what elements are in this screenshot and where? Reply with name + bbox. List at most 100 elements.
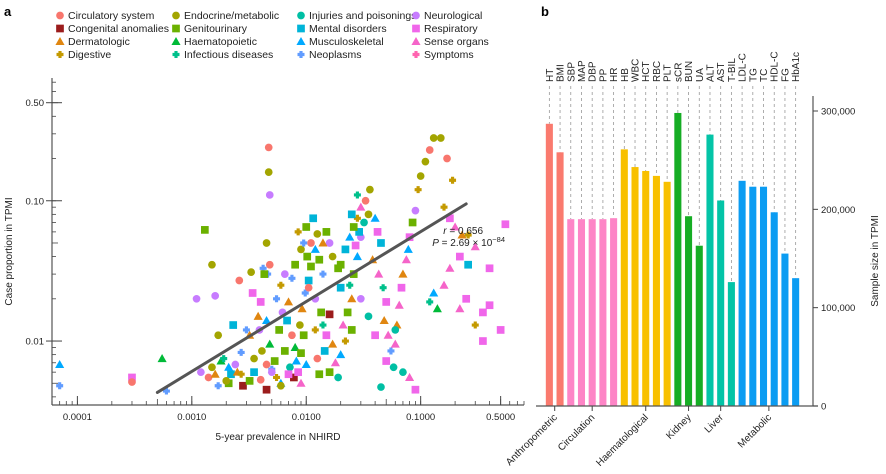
bar-category-label: DBP	[588, 61, 599, 82]
legend-label: Congenital anomalies	[68, 23, 169, 35]
data-point	[345, 232, 355, 241]
legend-label: Injuries and poisonings	[309, 10, 416, 22]
data-point	[387, 347, 395, 355]
data-point	[371, 331, 379, 340]
data-point	[449, 176, 457, 184]
data-point	[360, 218, 368, 227]
data-point	[390, 339, 400, 348]
p-exponent: −84	[492, 235, 505, 244]
data-point	[374, 269, 384, 278]
data-point	[330, 358, 340, 367]
data-point	[349, 223, 358, 231]
data-point	[322, 228, 331, 236]
data-point	[325, 239, 334, 247]
data-point	[210, 369, 220, 378]
data-point	[343, 308, 352, 317]
bar-hb	[620, 149, 628, 406]
data-point	[377, 239, 385, 247]
data-point	[229, 321, 238, 329]
data-point	[265, 191, 274, 199]
data-point	[347, 210, 356, 219]
legend-label: Digestive	[68, 49, 111, 61]
data-point	[405, 372, 415, 381]
data-point	[200, 226, 209, 234]
data-point	[250, 368, 258, 377]
bar-chart: HT BMI SBP MAP DBP PP HR HB WBC HCT RBC PLT sCR BUN UA…	[504, 51, 881, 468]
data-point	[216, 356, 226, 365]
data-point	[273, 295, 281, 303]
data-point	[446, 214, 454, 223]
legend-marker-square-icon	[412, 24, 420, 33]
data-point	[162, 387, 170, 395]
data-point	[313, 354, 322, 363]
data-point	[245, 377, 254, 385]
data-point	[485, 301, 494, 310]
data-point	[267, 368, 276, 377]
data-point	[204, 373, 213, 382]
bar-category-label: RBC	[652, 61, 663, 82]
scatter-plot: 0.0001 0.0010 0.0100 0.1000 0.5000 0.01 0.10 0.…	[4, 78, 525, 443]
x-tick-label: 0.0001	[63, 412, 92, 423]
data-point	[253, 311, 263, 320]
data-point	[262, 315, 272, 325]
bar-category-label: AST	[716, 63, 727, 82]
data-point	[436, 134, 445, 142]
legend-item: Circulatory system	[56, 10, 155, 22]
data-point	[336, 350, 346, 359]
data-point	[439, 280, 449, 289]
bar-bmi	[556, 152, 564, 406]
r-value: = 0.656	[447, 226, 484, 237]
legend-item: Haematopoietic	[171, 36, 257, 48]
legend-label: Respiratory	[424, 23, 478, 35]
panel-a-label: a	[4, 4, 12, 19]
data-point	[370, 213, 380, 222]
data-point	[399, 368, 407, 377]
data-point	[296, 378, 306, 387]
legend-item: Symptoms	[412, 49, 474, 61]
data-point	[450, 222, 460, 231]
data-point	[294, 228, 302, 236]
data-point	[382, 357, 391, 365]
data-point	[389, 363, 398, 372]
legend-label: Haematopoietic	[184, 36, 257, 48]
bar-category-label: TG	[748, 68, 759, 82]
legend-marker-circle-icon	[172, 11, 180, 20]
data-point	[237, 348, 245, 356]
data-point	[208, 363, 216, 372]
data-point	[310, 244, 320, 253]
group-label: Circulation	[556, 412, 597, 453]
data-point	[214, 382, 222, 390]
bar-labels: HT BMI SBP MAP DBP PP HR HB WBC HCT RBC PLT sCR BUN UA…	[545, 51, 802, 82]
data-point	[237, 370, 245, 378]
data-point	[283, 297, 294, 306]
bar-rbc	[652, 175, 660, 406]
bar-category-label: sCR	[673, 63, 684, 82]
bar-category-label: HR	[609, 68, 620, 82]
data-point	[265, 260, 274, 269]
p-value-annotation: P = 2.69 × 10−84	[432, 235, 505, 249]
data-point	[286, 363, 294, 372]
x-tick-label: 0.1000	[406, 412, 435, 423]
y-tick-label: 0.50	[26, 98, 45, 109]
data-point	[304, 283, 313, 292]
data-point	[411, 385, 420, 394]
data-point	[501, 220, 510, 229]
data-point	[319, 270, 327, 278]
data-point	[464, 231, 472, 239]
data-point	[317, 308, 326, 317]
legend-item: Endocrine/metabolic	[172, 10, 279, 22]
p-symbol: P	[432, 238, 439, 249]
data-point	[319, 321, 327, 329]
data-point	[336, 260, 345, 269]
bar-category-label: PP	[598, 68, 609, 82]
data-point	[496, 326, 505, 334]
bar-bun	[685, 216, 693, 406]
legend-item: Dermatologic	[55, 36, 130, 48]
data-point	[301, 359, 311, 369]
legend-label: Musculoskeletal	[309, 36, 384, 48]
bar-category-label: TC	[759, 69, 770, 82]
legend-marker-diamond-icon	[56, 51, 64, 58]
data-point	[366, 185, 374, 194]
data-point	[464, 260, 472, 269]
data-point	[280, 270, 289, 278]
